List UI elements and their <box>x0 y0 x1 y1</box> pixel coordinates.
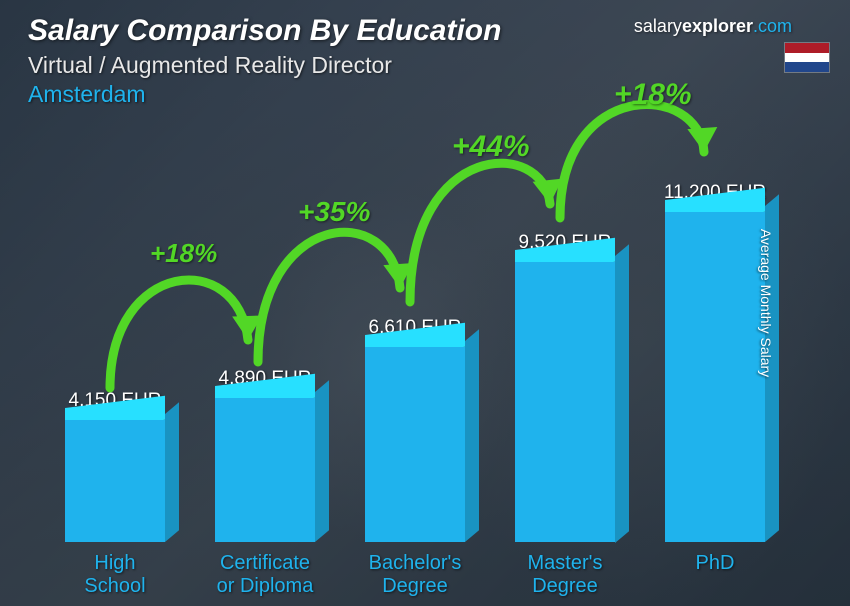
bar-front <box>65 420 165 542</box>
bar-group: 6,610 EUR <box>340 317 490 542</box>
y-axis-label: Average Monthly Salary <box>758 229 774 377</box>
x-axis-label: Certificateor Diploma <box>190 552 340 598</box>
brand-part2: explorer <box>682 16 753 36</box>
bar-front <box>665 212 765 542</box>
x-axis-label: Master'sDegree <box>490 552 640 598</box>
bar-chart: 4,150 EUR 4,890 EUR 6,610 EUR 9,520 EUR … <box>40 122 790 542</box>
brand-part1: salary <box>634 16 682 36</box>
bar <box>65 420 165 542</box>
flag-stripe-red <box>785 43 829 53</box>
flag-stripe-white <box>785 53 829 63</box>
chart-city: Amsterdam <box>28 81 822 108</box>
brand-part3: .com <box>753 16 792 36</box>
bar-side <box>615 244 629 542</box>
bar-side <box>315 380 329 542</box>
bar-front <box>515 262 615 543</box>
bar <box>365 347 465 542</box>
percent-increase-badge: +35% <box>298 196 370 228</box>
x-axis-label: HighSchool <box>40 552 190 598</box>
x-axis-label: Bachelor'sDegree <box>340 552 490 598</box>
bar-group: 4,890 EUR <box>190 368 340 542</box>
bar-side <box>165 402 179 542</box>
percent-increase-badge: +18% <box>150 238 217 269</box>
bar <box>665 212 765 542</box>
brand-logo: salaryexplorer.com <box>634 16 792 37</box>
bar-front <box>215 398 315 542</box>
bar-side <box>465 330 479 542</box>
bar-group: 9,520 EUR <box>490 232 640 543</box>
chart-subtitle: Virtual / Augmented Reality Director <box>28 52 822 79</box>
flag-stripe-blue <box>785 62 829 72</box>
bar <box>215 398 315 542</box>
percent-increase-badge: +44% <box>452 130 530 164</box>
bar-front <box>365 347 465 542</box>
bar-group: 4,150 EUR <box>40 390 190 542</box>
netherlands-flag-icon <box>784 42 830 73</box>
bar <box>515 262 615 543</box>
x-axis-labels: HighSchoolCertificateor DiplomaBachelor'… <box>40 552 790 598</box>
x-axis-label: PhD <box>640 552 790 598</box>
